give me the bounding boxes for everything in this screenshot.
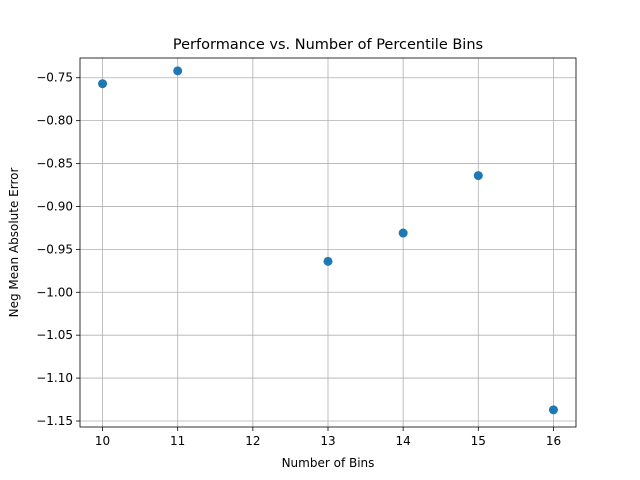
x-tick-label: 10 [95,434,110,448]
axis-ticks: 10 11 12 13 14 15 16 −0.75 −0.80 −0.85 −0.90 −0.95 −… [36,71,561,448]
data-point [173,66,183,76]
x-tick-label: 14 [396,434,411,448]
data-point [98,79,108,89]
data-point [323,256,333,266]
data-point [398,228,408,238]
y-tick-label: −0.90 [36,199,73,213]
grid-lines [80,58,576,427]
y-tick-label: −1.10 [36,371,73,385]
x-tick-label: 11 [170,434,185,448]
plot-frame [79,57,577,428]
x-tick-label: 16 [546,434,561,448]
y-axis-title: Neg Mean Absolute Error [7,168,21,318]
y-tick-label: −1.05 [36,328,73,342]
y-tick-label: −1.00 [36,285,73,299]
y-tick-label: −0.95 [36,242,73,256]
data-point [548,405,558,415]
x-axis-title: Number of Bins [282,456,375,470]
y-tick-label: −0.75 [36,71,73,85]
x-tick-label: 13 [320,434,335,448]
data-point [473,171,483,181]
x-tick-label: 12 [245,434,260,448]
chart-title: Performance vs. Number of Percentile Bin… [173,37,483,53]
data-points [98,66,558,415]
y-tick-label: −0.85 [36,157,73,171]
x-tick-label: 15 [471,434,486,448]
y-tick-label: −0.80 [36,114,73,128]
y-tick-label: −1.15 [36,414,73,428]
